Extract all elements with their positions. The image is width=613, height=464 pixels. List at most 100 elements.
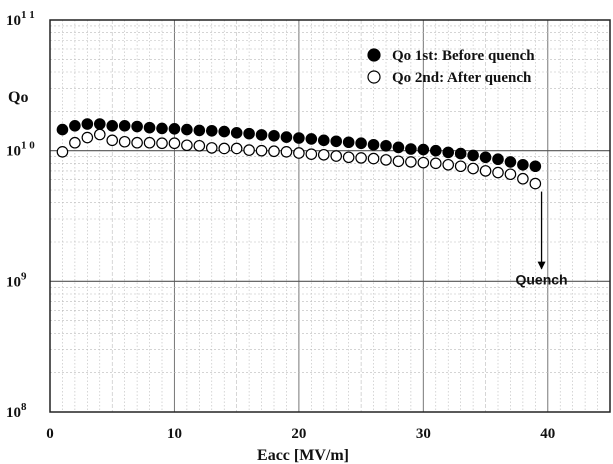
data-point-before-quench <box>355 137 367 150</box>
data-point-before-quench <box>293 132 305 144</box>
data-point-before-quench <box>218 125 231 138</box>
data-point-after-quench <box>106 134 119 147</box>
data-point-before-quench <box>380 139 392 152</box>
data-point-after-quench <box>405 156 417 168</box>
data-point-before-quench <box>181 123 193 136</box>
y-tick-label: 101 0 <box>6 140 35 160</box>
data-point-after-quench <box>56 146 69 158</box>
data-point-before-quench <box>504 156 517 168</box>
data-point-before-quench <box>429 144 442 157</box>
data-point-after-quench <box>143 136 156 149</box>
quench-annotation: Quench <box>515 272 567 288</box>
y-axis-title: Qo <box>8 89 28 106</box>
quench-arrow-head <box>537 261 546 270</box>
data-point-before-quench <box>442 146 455 159</box>
data-point-before-quench <box>205 124 218 137</box>
data-point-after-quench <box>479 165 492 177</box>
data-point-after-quench <box>467 162 479 175</box>
y-tick-label: 108 <box>6 401 27 421</box>
data-point-before-quench <box>367 138 380 151</box>
data-point-after-quench <box>69 136 81 149</box>
data-point-after-quench <box>205 142 218 154</box>
data-point-after-quench <box>255 144 268 157</box>
data-point-before-quench <box>517 158 529 171</box>
data-point-after-quench <box>442 158 455 171</box>
data-point-before-quench <box>492 153 504 166</box>
data-point-after-quench <box>118 135 131 148</box>
y-tick-label: 101 1 <box>6 9 35 29</box>
series-1 <box>56 118 542 173</box>
legend-label: Qo 1st: Before quench <box>392 48 535 64</box>
data-point-before-quench <box>168 123 181 135</box>
data-point-after-quench <box>429 157 442 170</box>
data-point-after-quench <box>355 152 367 164</box>
x-tick-label: 10 <box>167 426 182 442</box>
legend-marker <box>367 70 381 84</box>
data-point-after-quench <box>168 137 181 150</box>
data-point-after-quench <box>529 177 542 190</box>
data-point-after-quench <box>504 168 517 181</box>
data-point-after-quench <box>454 160 467 173</box>
data-point-after-quench <box>268 145 280 158</box>
data-point-before-quench <box>392 141 405 154</box>
y-tick-label: 109 <box>6 270 27 290</box>
legend-marker <box>367 48 381 62</box>
data-point-before-quench <box>529 160 542 173</box>
data-point-before-quench <box>106 119 119 132</box>
data-point-before-quench <box>56 123 69 136</box>
data-point-before-quench <box>131 120 143 133</box>
data-point-after-quench <box>317 148 330 161</box>
data-point-after-quench <box>243 144 255 156</box>
data-point-after-quench <box>367 152 380 165</box>
data-point-after-quench <box>417 156 430 169</box>
data-point-after-quench <box>492 166 504 179</box>
data-point-before-quench <box>479 151 492 164</box>
legend-label: Qo 2nd: After quench <box>392 70 532 86</box>
data-point-after-quench <box>81 131 94 144</box>
data-point-before-quench <box>280 131 293 143</box>
data-point-before-quench <box>156 122 168 135</box>
data-point-after-quench <box>230 142 243 155</box>
annotations-layer: Quench <box>515 191 568 288</box>
x-tick-label: 20 <box>291 426 306 442</box>
x-axis-title: Eacc [MV/m] <box>257 447 349 464</box>
data-point-before-quench <box>93 118 106 130</box>
data-point-before-quench <box>69 119 81 132</box>
plot-frame <box>49 19 611 413</box>
data-point-after-quench <box>392 155 405 168</box>
data-point-after-quench <box>193 139 206 152</box>
data-point-before-quench <box>305 133 318 145</box>
data-point-before-quench <box>193 124 206 137</box>
data-point-before-quench <box>255 129 268 141</box>
data-point-after-quench <box>280 146 293 158</box>
plot-grid <box>50 20 610 412</box>
data-point-before-quench <box>342 136 355 149</box>
data-point-before-quench <box>118 119 131 132</box>
data-point-before-quench <box>467 149 479 162</box>
data-point-after-quench <box>342 151 355 164</box>
data-point-after-quench <box>218 142 231 155</box>
x-tick-label: 30 <box>416 426 431 442</box>
data-point-before-quench <box>230 127 243 139</box>
data-point-before-quench <box>81 118 94 130</box>
data-point-after-quench <box>330 150 343 162</box>
data-point-before-quench <box>317 134 330 147</box>
data-point-before-quench <box>330 135 343 148</box>
data-point-after-quench <box>181 139 193 152</box>
data-point-before-quench <box>454 147 467 160</box>
x-tick-label: 0 <box>46 426 54 442</box>
data-point-before-quench <box>405 143 417 155</box>
data-point-after-quench <box>93 128 106 141</box>
data-point-before-quench <box>268 129 280 142</box>
axes-labels: 0 10 20 30 40 108 109 101 0 101 1 <box>6 9 555 442</box>
data-point-after-quench <box>305 148 318 160</box>
series-2 <box>56 128 542 190</box>
data-point-after-quench <box>293 147 305 159</box>
legend: Qo 1st: Before quench Qo 2nd: After quenc… <box>367 48 535 86</box>
data-point-after-quench <box>380 154 392 166</box>
data-point-after-quench <box>131 136 143 149</box>
data-point-after-quench <box>517 172 529 185</box>
data-point-before-quench <box>143 121 156 134</box>
series-layer <box>56 118 542 190</box>
